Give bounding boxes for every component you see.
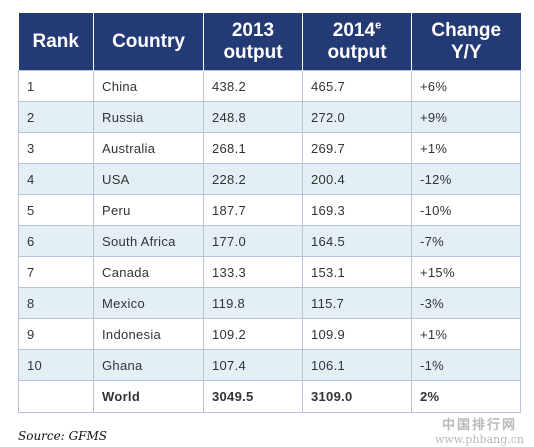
table-row: 3 Australia 268.1 269.7 +1%: [18, 132, 521, 164]
output-2014-cell: 109.9: [302, 318, 412, 350]
output-2014-cell: 3109.0: [302, 380, 412, 413]
rank-cell: 1: [18, 70, 94, 102]
header-2014-output: 2014e output: [302, 13, 412, 71]
rank-cell: 8: [18, 287, 94, 319]
country-cell: China: [93, 70, 204, 102]
output-2013-cell: 133.3: [203, 256, 303, 288]
header-row: Rank Country 2013 output 2014e output Ch…: [18, 13, 521, 71]
country-cell: Ghana: [93, 349, 204, 381]
rank-cell: 9: [18, 318, 94, 350]
output-2013-cell: 187.7: [203, 194, 303, 226]
watermark: 中国排行网 www.phbang.cn: [435, 414, 524, 446]
country-cell: Russia: [93, 101, 204, 133]
output-2014-cell: 169.3: [302, 194, 412, 226]
output-2014-cell: 106.1: [302, 349, 412, 381]
change-cell: -7%: [411, 225, 521, 257]
change-cell: +15%: [411, 256, 521, 288]
output-2014-cell: 269.7: [302, 132, 412, 164]
table-row: 5 Peru 187.7 169.3 -10%: [18, 194, 521, 226]
table-row: 8 Mexico 119.8 115.7 -3%: [18, 287, 521, 319]
header-change-label: Change: [431, 19, 502, 41]
change-cell: -3%: [411, 287, 521, 319]
output-2013-cell: 177.0: [203, 225, 303, 257]
header-2014-label: output: [327, 41, 387, 63]
table-row: 10 Ghana 107.4 106.1 -1%: [18, 349, 521, 381]
change-cell: -10%: [411, 194, 521, 226]
country-cell: South Africa: [93, 225, 204, 257]
header-2013-label: output: [223, 41, 283, 63]
table-row: 4 USA 228.2 200.4 -12%: [18, 163, 521, 195]
change-cell: -1%: [411, 349, 521, 381]
rank-cell: 7: [18, 256, 94, 288]
rank-cell: 3: [18, 132, 94, 164]
country-cell: World: [93, 380, 204, 413]
header-change-sub: Y/Y: [450, 41, 482, 63]
country-cell: Indonesia: [93, 318, 204, 350]
source-note: Source: GFMS: [18, 429, 108, 443]
header-2014-year: 2014: [332, 19, 376, 41]
output-2014-cell: 272.0: [302, 101, 412, 133]
header-2013-output: 2013 output: [203, 13, 303, 71]
country-cell: Canada: [93, 256, 204, 288]
header-2013-year: 2013: [231, 19, 275, 41]
rank-cell: 2: [18, 101, 94, 133]
change-cell: -12%: [411, 163, 521, 195]
watermark-url: www.phbang.cn: [434, 433, 524, 446]
output-2014-cell: 465.7: [302, 70, 412, 102]
table-row: 6 South Africa 177.0 164.5 -7%: [18, 225, 521, 257]
rank-cell: 6: [18, 225, 94, 257]
output-2013-cell: 107.4: [203, 349, 303, 381]
country-cell: USA: [93, 163, 204, 195]
country-cell: Peru: [93, 194, 204, 226]
rank-cell: 4: [18, 163, 94, 195]
header-change: Change Y/Y: [411, 13, 521, 71]
output-2013-cell: 3049.5: [203, 380, 303, 413]
change-cell: 2%: [411, 380, 521, 413]
watermark-chinese-text: 中国排行网: [441, 418, 517, 433]
table-row: 2 Russia 248.8 272.0 +9%: [18, 101, 521, 133]
change-cell: +9%: [411, 101, 521, 133]
output-2014-cell: 153.1: [302, 256, 412, 288]
change-cell: +1%: [411, 318, 521, 350]
rank-cell: [18, 380, 94, 413]
header-country: Country: [93, 13, 204, 71]
table-row: 9 Indonesia 109.2 109.9 +1%: [18, 318, 521, 350]
output-2013-cell: 119.8: [203, 287, 303, 319]
header-2014-estimate-mark: e: [375, 19, 382, 32]
world-total-row: World 3049.5 3109.0 2%: [18, 380, 521, 413]
rank-cell: 10: [18, 349, 94, 381]
output-2013-cell: 228.2: [203, 163, 303, 195]
output-2014-cell: 200.4: [302, 163, 412, 195]
change-cell: +6%: [411, 70, 521, 102]
table-row: 1 China 438.2 465.7 +6%: [18, 70, 521, 102]
country-cell: Mexico: [93, 287, 204, 319]
rank-cell: 5: [18, 194, 94, 226]
table-row: 7 Canada 133.3 153.1 +15%: [18, 256, 521, 288]
header-rank: Rank: [18, 13, 94, 71]
output-2013-cell: 109.2: [203, 318, 303, 350]
output-2013-cell: 268.1: [203, 132, 303, 164]
output-2013-cell: 438.2: [203, 70, 303, 102]
country-cell: Australia: [93, 132, 204, 164]
output-2014-cell: 115.7: [302, 287, 412, 319]
output-2014-cell: 164.5: [302, 225, 412, 257]
output-2013-cell: 248.8: [203, 101, 303, 133]
change-cell: +1%: [411, 132, 521, 164]
gold-production-table: Rank Country 2013 output 2014e output Ch…: [18, 13, 521, 413]
